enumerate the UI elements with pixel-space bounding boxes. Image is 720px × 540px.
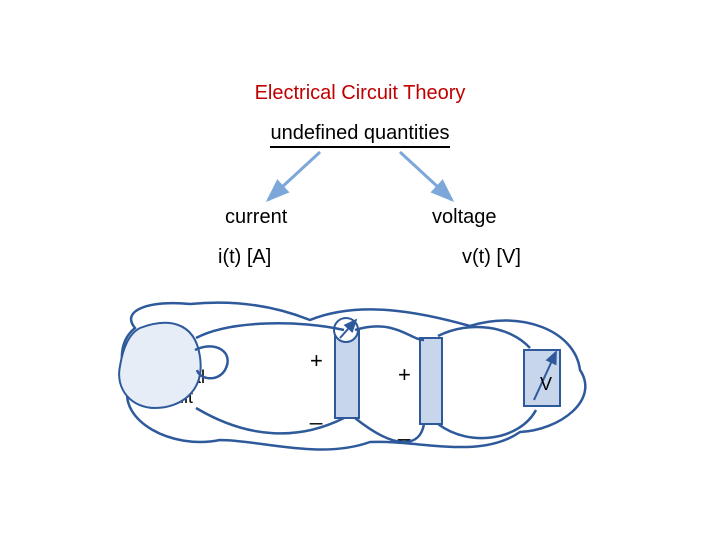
circuit-label-blob: [119, 323, 201, 408]
wire-3: [355, 326, 424, 340]
branch-arrow-right: [400, 152, 452, 200]
diagram-svg: [0, 0, 720, 540]
wire-6: [438, 410, 536, 438]
component-box-1: [335, 330, 359, 418]
wire-4: [355, 418, 424, 442]
branch-arrow-left: [268, 152, 320, 200]
label-v-in-meter: V: [540, 374, 552, 395]
slide: Electrical Circuit Theory undefined quan…: [0, 0, 720, 540]
wire-1: [196, 323, 344, 338]
wire-2: [196, 408, 344, 433]
component-box-2: [420, 338, 442, 424]
wire-5: [438, 327, 530, 348]
